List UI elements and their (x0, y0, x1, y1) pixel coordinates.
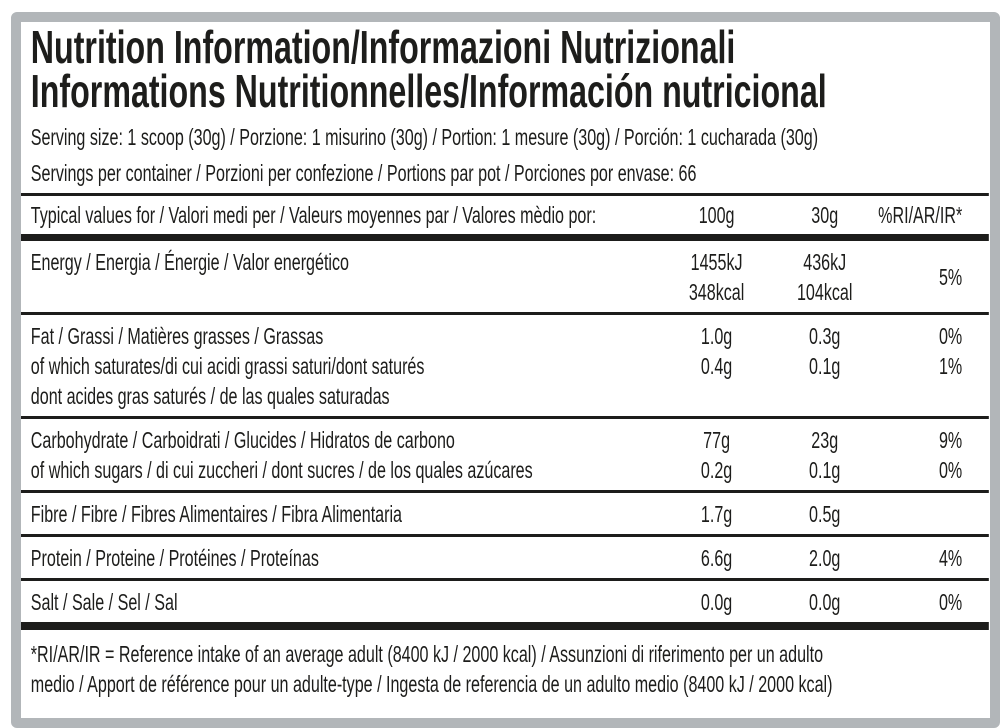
value-per-30g-line: 0.3g (809, 323, 841, 349)
value-per-100g: 1455kJ 348kcal (661, 247, 773, 307)
value-per-100g-line: 0.4g (700, 353, 733, 379)
serving-info-block: Serving size: 1 scoop (30g) / Porzione: … (21, 117, 989, 193)
value-ri-percent: 0% (877, 587, 989, 617)
value-per-100g-line: 348kcal (688, 279, 745, 305)
nutrient-name-line: of which sugars / di cui zuccheri / dont… (30, 457, 533, 483)
value-per-30g: 0.5g (773, 499, 877, 529)
nutrient-name-line: Energy / Energia / Énergie / Valor energ… (30, 249, 350, 275)
table-row: Energy / Energia / Énergie / Valor energ… (21, 241, 989, 312)
value-per-100g-line: 0.2g (700, 457, 733, 483)
value-per-100g: 77g 0.2g (661, 425, 773, 485)
footnote-line-2: medio / Apport de référence pour un adul… (30, 671, 833, 697)
value-per-30g-line: 0.1g (809, 353, 841, 379)
value-per-100g-line: 1.0g (700, 323, 733, 349)
value-per-30g-line: 0.0g (809, 589, 841, 615)
nutrient-name-line: Fibre / Fibre / Fibres Alimentaires / Fi… (30, 501, 403, 527)
table-row: Protein / Proteine / Protéines / Proteín… (21, 537, 989, 578)
nutrient-name-line: of which saturates/di cui acidi grassi s… (30, 353, 425, 379)
serving-size-line: Serving size: 1 scoop (30g) / Porzione: … (30, 124, 819, 150)
footnote-block: *RI/AR/IR = Reference intake of an avera… (21, 630, 989, 699)
table-row: Fibre / Fibre / Fibres Alimentaires / Fi… (21, 493, 989, 534)
row-divider (21, 578, 989, 581)
value-per-30g: 2.0g (773, 543, 877, 573)
value-per-100g: 6.6g (661, 543, 773, 573)
nutrient-name: Salt / Sale / Sel / Sal (21, 587, 661, 617)
value-per-30g: 23g 0.1g (773, 425, 877, 485)
label-content: Nutrition Information/Informazioni Nutri… (21, 22, 989, 699)
value-per-30g-line: 104kcal (796, 279, 853, 305)
value-ri-percent: 4% (877, 543, 989, 573)
nutrition-label: Nutrition Information/Informazioni Nutri… (11, 12, 1000, 728)
column-header-ri: %RI/AR/IR* (878, 202, 963, 228)
table-row: Fat / Grassi / Matières grasses / Grassa… (21, 315, 989, 416)
nutrient-name: Fat / Grassi / Matières grasses / Grassa… (21, 321, 661, 411)
column-header-100g: 100g (698, 202, 735, 228)
value-per-30g-line: 23g (811, 427, 839, 453)
servings-per-container-line: Servings per container / Porzioni per co… (30, 160, 697, 186)
value-ri-percent (877, 499, 989, 529)
value-ri-percent-line: 0% (938, 323, 963, 349)
value-per-30g-line: 436kJ (803, 249, 847, 275)
nutrient-name-line: Protein / Proteine / Protéines / Proteín… (30, 545, 319, 571)
nutrient-name-line: Carbohydrate / Carboidrati / Glucides / … (30, 427, 455, 453)
value-ri-percent-line: 1% (938, 353, 963, 379)
value-per-30g-line: 2.0g (809, 545, 841, 571)
value-ri-percent: 0% 1% (877, 321, 989, 411)
table-header-row: Typical values for / Valori medi per / V… (21, 196, 989, 234)
value-ri-percent: 5% (877, 247, 989, 307)
value-ri-percent-line: 0% (938, 589, 963, 615)
value-per-100g-line: 6.6g (700, 545, 733, 571)
value-ri-percent-line: 4% (938, 545, 963, 571)
nutrient-name: Fibre / Fibre / Fibres Alimentaires / Fi… (21, 499, 661, 529)
label-title-block: Nutrition Information/Informazioni Nutri… (21, 22, 989, 117)
footnote-line-1: *RI/AR/IR = Reference intake of an avera… (30, 641, 824, 667)
value-per-30g-line: 0.1g (809, 457, 841, 483)
row-divider (21, 490, 989, 493)
header-bottom-bar (21, 234, 989, 241)
nutrient-name: Protein / Proteine / Protéines / Proteín… (21, 543, 661, 573)
value-per-100g-line: 0.0g (700, 589, 733, 615)
table-bottom-bar (21, 622, 989, 630)
value-ri-percent: 9% 0% (877, 425, 989, 485)
value-ri-percent-line: 5% (938, 264, 963, 290)
value-ri-percent-line: 9% (938, 427, 963, 453)
value-per-100g-line: 1.7g (700, 501, 733, 527)
value-ri-percent-line: 0% (938, 457, 963, 483)
value-per-30g: 0.0g (773, 587, 877, 617)
nutrition-table-body: Energy / Energia / Énergie / Valor energ… (21, 241, 989, 630)
column-header-30g: 30g (811, 202, 839, 228)
value-per-100g: 0.0g (661, 587, 773, 617)
title-line-2: Informations Nutritionnelles/Información… (30, 65, 827, 117)
value-per-30g: 0.3g 0.1g (773, 321, 877, 411)
table-row: Salt / Sale / Sel / Sal 0.0g 0.0g 0% (21, 581, 989, 622)
divider-above-header (21, 193, 989, 196)
value-per-100g: 1.0g 0.4g (661, 321, 773, 411)
value-per-30g-line: 0.5g (809, 501, 841, 527)
value-per-30g: 436kJ 104kcal (773, 247, 877, 307)
row-divider (21, 534, 989, 537)
table-row: Carbohydrate / Carboidrati / Glucides / … (21, 419, 989, 490)
value-per-100g-line: 77g (703, 427, 731, 453)
row-divider (21, 312, 989, 315)
value-per-100g: 1.7g (661, 499, 773, 529)
nutrient-name: Energy / Energia / Énergie / Valor energ… (21, 247, 661, 307)
title-line-1: Nutrition Information/Informazioni Nutri… (30, 21, 736, 73)
table-header-label: Typical values for / Valori medi per / V… (30, 202, 597, 228)
value-per-100g-line: 1455kJ (690, 249, 743, 275)
nutrient-name: Carbohydrate / Carboidrati / Glucides / … (21, 425, 661, 485)
nutrient-name-line: Fat / Grassi / Matières grasses / Grassa… (30, 323, 324, 349)
nutrient-name-line: Salt / Sale / Sel / Sal (30, 589, 178, 615)
nutrient-name-line: dont acides gras saturés / de las quales… (30, 383, 390, 409)
row-divider (21, 416, 989, 419)
